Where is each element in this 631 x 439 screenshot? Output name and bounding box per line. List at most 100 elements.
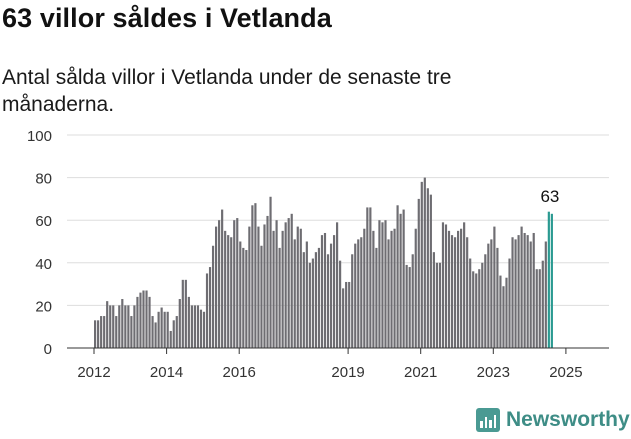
bar bbox=[399, 213, 402, 348]
bar bbox=[336, 222, 339, 348]
bar bbox=[535, 269, 538, 348]
bar bbox=[505, 277, 508, 348]
x-tick-label: 2016 bbox=[223, 364, 256, 381]
bar bbox=[484, 254, 487, 348]
bar bbox=[342, 288, 345, 348]
bar bbox=[196, 305, 200, 348]
bar-chart: 0 20 40 60 80 100 2012 2014 2016 2019 2021 2023 202… bbox=[27, 128, 609, 381]
bar bbox=[532, 232, 535, 348]
y-tick-label: 60 bbox=[35, 213, 52, 230]
bar bbox=[112, 305, 115, 348]
bar bbox=[396, 205, 399, 348]
bar bbox=[326, 254, 330, 348]
bar bbox=[133, 305, 136, 348]
bar bbox=[463, 222, 466, 348]
bar bbox=[205, 273, 209, 348]
bar bbox=[263, 224, 266, 348]
bars bbox=[94, 177, 553, 348]
bar bbox=[345, 281, 348, 348]
bar bbox=[245, 250, 248, 348]
bar bbox=[432, 252, 435, 348]
y-tick-label: 20 bbox=[35, 298, 52, 315]
bar bbox=[115, 316, 118, 348]
bar bbox=[314, 252, 317, 348]
bar bbox=[390, 230, 393, 348]
bar bbox=[469, 258, 472, 348]
bar bbox=[118, 305, 121, 348]
bar bbox=[523, 232, 526, 348]
bar bbox=[193, 305, 196, 348]
bar bbox=[127, 305, 130, 348]
bar bbox=[215, 226, 218, 348]
bar bbox=[199, 309, 203, 348]
bar bbox=[139, 292, 142, 348]
bar bbox=[187, 296, 190, 348]
bar bbox=[417, 198, 420, 348]
bar bbox=[317, 247, 321, 348]
bar bbox=[466, 237, 469, 348]
x-tick-label: 2012 bbox=[77, 364, 110, 381]
bar bbox=[97, 320, 100, 348]
bar bbox=[224, 230, 227, 348]
bar bbox=[435, 262, 438, 348]
bar bbox=[405, 264, 408, 348]
bar bbox=[130, 316, 133, 348]
bar bbox=[233, 220, 236, 348]
bar bbox=[100, 316, 103, 348]
page-subtitle: Antal sålda villor i Vetlanda under de s… bbox=[2, 66, 452, 116]
bar bbox=[103, 316, 106, 348]
bar bbox=[475, 273, 478, 348]
bar bbox=[411, 254, 414, 348]
bar bbox=[517, 235, 520, 348]
bar bbox=[423, 177, 426, 348]
bar bbox=[221, 209, 224, 348]
bar bbox=[281, 230, 284, 348]
bar bbox=[514, 239, 517, 348]
bar bbox=[508, 258, 511, 348]
bar-highlight bbox=[550, 213, 553, 348]
newsworthy-logo: Newsworthy bbox=[476, 408, 630, 432]
logo-chart-icon bbox=[476, 408, 500, 432]
bar bbox=[339, 260, 342, 348]
bar bbox=[109, 305, 112, 348]
bar bbox=[369, 207, 372, 348]
bar-highlight bbox=[547, 211, 550, 348]
bar bbox=[354, 243, 357, 348]
bar bbox=[375, 247, 378, 348]
bar bbox=[529, 241, 532, 348]
bar bbox=[457, 230, 460, 348]
bar bbox=[520, 226, 523, 348]
bar bbox=[538, 269, 541, 348]
bar bbox=[308, 262, 311, 348]
bar bbox=[402, 209, 405, 348]
bar bbox=[266, 215, 269, 348]
bar bbox=[260, 245, 263, 348]
bar bbox=[172, 320, 175, 348]
bar bbox=[157, 311, 160, 348]
bar bbox=[490, 239, 493, 348]
bar bbox=[166, 311, 169, 348]
bar bbox=[441, 222, 445, 348]
bar bbox=[450, 235, 454, 348]
bar bbox=[378, 220, 381, 348]
bar bbox=[381, 222, 384, 348]
y-tick-label: 0 bbox=[44, 341, 52, 358]
bar bbox=[363, 228, 366, 348]
bar bbox=[94, 320, 97, 348]
bar bbox=[106, 301, 109, 348]
bar bbox=[384, 220, 387, 348]
bar bbox=[444, 224, 448, 348]
bar bbox=[293, 239, 296, 348]
bar bbox=[429, 194, 432, 348]
bar bbox=[254, 203, 257, 348]
bar bbox=[278, 247, 281, 348]
bar bbox=[332, 235, 336, 348]
bar bbox=[287, 218, 290, 348]
bar bbox=[184, 279, 187, 348]
bar bbox=[190, 305, 193, 348]
bar bbox=[211, 245, 215, 348]
bar bbox=[136, 296, 139, 348]
bar bbox=[323, 232, 327, 348]
bar bbox=[408, 267, 411, 348]
bar bbox=[481, 262, 484, 348]
